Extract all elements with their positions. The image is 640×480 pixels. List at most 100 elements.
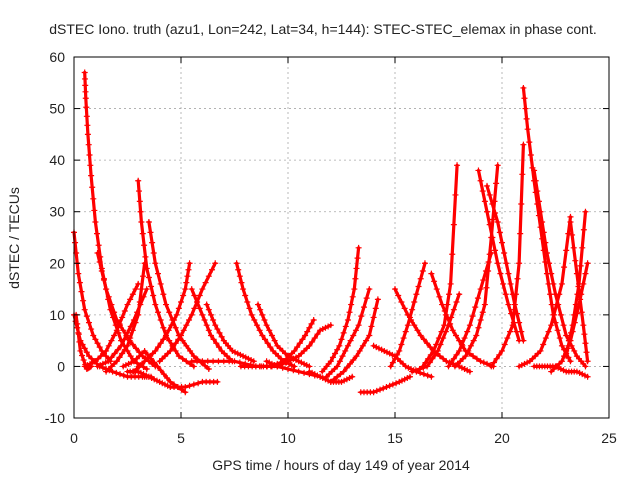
data-point-marker <box>430 347 437 354</box>
data-point-marker <box>350 332 357 339</box>
data-point-marker <box>416 366 423 373</box>
data-point-marker <box>182 389 189 396</box>
data-point-marker <box>479 188 486 195</box>
data-point-marker <box>355 244 362 251</box>
series-line <box>320 246 361 374</box>
data-point-marker <box>78 288 85 295</box>
data-point-marker <box>172 347 179 354</box>
series-arc-2 <box>71 311 155 380</box>
data-point-marker <box>81 306 88 313</box>
data-point-marker <box>396 347 403 354</box>
data-point-marker <box>547 291 554 298</box>
data-point-marker <box>542 239 549 246</box>
data-point-marker <box>188 358 195 365</box>
data-point-marker <box>172 340 179 347</box>
data-point-marker <box>477 177 484 184</box>
data-point-marker <box>546 260 553 267</box>
data-point-marker <box>579 371 586 378</box>
data-point-marker <box>413 291 420 298</box>
data-point-marker <box>503 260 510 267</box>
data-point-marker <box>353 353 360 360</box>
data-point-marker <box>76 338 83 345</box>
data-point-marker <box>486 251 493 258</box>
data-point-marker <box>438 328 445 335</box>
data-point-marker <box>579 244 586 251</box>
data-point-marker <box>276 362 283 369</box>
data-point-marker <box>261 317 268 324</box>
data-point-marker <box>578 309 585 316</box>
data-point-marker <box>395 292 402 299</box>
data-point-marker <box>171 317 178 324</box>
data-point-marker <box>242 292 249 299</box>
data-point-marker <box>567 219 574 226</box>
data-point-marker <box>484 182 491 189</box>
data-point-marker <box>484 208 491 215</box>
data-point-marker <box>145 274 152 281</box>
data-point-marker <box>521 360 528 367</box>
data-point-marker <box>500 280 507 287</box>
data-point-marker <box>398 341 405 348</box>
data-point-marker <box>480 277 487 284</box>
x-tick-label: 20 <box>494 430 510 446</box>
data-point-marker <box>220 358 227 365</box>
data-point-marker <box>182 384 189 391</box>
data-point-marker <box>392 355 398 362</box>
data-point-marker <box>202 362 209 369</box>
data-point-marker <box>449 251 456 258</box>
data-point-marker <box>466 322 473 329</box>
data-point-marker <box>96 344 103 351</box>
data-point-marker <box>452 332 459 339</box>
data-point-marker <box>424 372 431 379</box>
series-arc-31 <box>419 162 461 370</box>
data-point-marker <box>199 358 206 365</box>
data-point-marker <box>306 324 313 331</box>
data-point-marker <box>420 336 427 343</box>
data-point-marker <box>319 375 326 382</box>
data-point-marker <box>212 260 219 267</box>
data-point-marker <box>334 373 341 380</box>
data-point-marker <box>75 270 82 277</box>
data-point-marker <box>340 368 347 375</box>
data-point-marker <box>157 340 164 347</box>
data-point-marker <box>370 389 377 396</box>
data-point-marker <box>519 171 526 178</box>
data-point-marker <box>554 327 561 334</box>
data-point-marker <box>238 279 245 286</box>
data-point-marker <box>298 359 305 366</box>
data-point-marker <box>368 323 375 330</box>
data-point-marker <box>83 313 90 320</box>
data-point-marker <box>518 328 525 335</box>
data-point-marker <box>383 349 390 356</box>
data-point-marker <box>336 342 343 349</box>
data-point-marker <box>159 380 166 387</box>
data-point-marker <box>167 347 174 354</box>
data-point-marker <box>195 380 202 387</box>
data-point-marker <box>154 309 161 316</box>
data-point-marker <box>132 319 139 326</box>
data-point-marker <box>548 270 555 277</box>
data-point-marker <box>373 387 380 394</box>
data-point-marker <box>92 336 99 343</box>
data-point-marker <box>501 249 508 256</box>
y-axis-label: dSTEC / TECUs <box>6 187 22 289</box>
data-point-marker <box>271 362 278 369</box>
data-point-marker <box>81 75 88 82</box>
series-arc-26 <box>357 373 413 396</box>
data-point-marker <box>236 359 243 366</box>
data-point-marker <box>520 84 527 91</box>
data-point-marker <box>344 342 351 349</box>
series-arc-5 <box>81 280 142 370</box>
data-point-marker <box>370 342 377 349</box>
data-point-marker <box>266 327 273 334</box>
data-point-marker <box>301 360 308 367</box>
data-point-marker <box>550 280 557 287</box>
data-point-marker <box>246 305 253 312</box>
data-point-marker <box>99 360 106 367</box>
data-point-marker <box>116 354 123 361</box>
data-point-marker <box>180 327 187 334</box>
data-point-marker <box>571 347 578 354</box>
series-arc-28 <box>387 260 428 370</box>
data-point-marker <box>571 311 578 318</box>
data-point-marker <box>81 345 88 352</box>
data-point-marker <box>568 329 575 336</box>
